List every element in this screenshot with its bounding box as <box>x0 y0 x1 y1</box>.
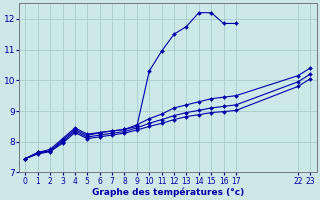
X-axis label: Graphe des températures (°c): Graphe des températures (°c) <box>92 187 244 197</box>
